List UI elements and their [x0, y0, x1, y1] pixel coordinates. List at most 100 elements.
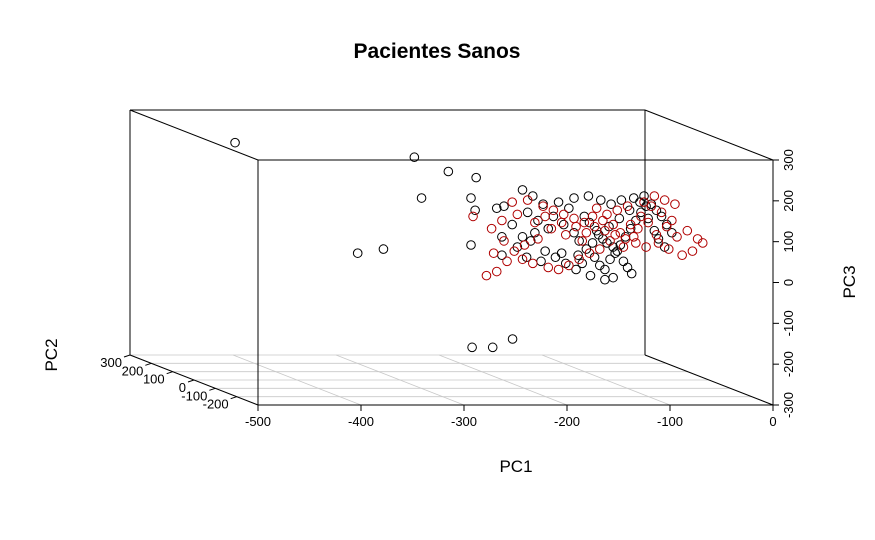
- data-point: [595, 195, 606, 205]
- data-point: [643, 213, 653, 224]
- data-point: [564, 260, 574, 271]
- chart-title: Pacientes Sanos: [354, 40, 521, 63]
- data-point: [600, 225, 610, 236]
- data-point: [488, 248, 499, 258]
- data-point: [512, 209, 523, 220]
- data-point: [497, 250, 507, 261]
- data-point: [653, 238, 664, 248]
- data-point: [499, 236, 509, 246]
- data-point: [481, 270, 492, 281]
- data-point: [581, 227, 592, 238]
- data-point: [468, 211, 478, 222]
- data-point: [687, 246, 698, 256]
- data-point: [579, 217, 590, 228]
- data-point: [585, 270, 596, 281]
- data-point: [466, 193, 476, 203]
- y-tick-label: 200: [122, 363, 144, 378]
- data-point: [622, 262, 633, 273]
- data-point: [574, 254, 584, 265]
- y-tick-label: -100: [181, 388, 207, 403]
- data-point: [533, 215, 543, 226]
- data-point: [497, 215, 507, 226]
- y-tick-label: 0: [179, 380, 186, 395]
- y-tick-label: -200: [203, 397, 229, 412]
- data-point: [641, 242, 651, 252]
- data-point: [670, 199, 680, 209]
- data-point: [507, 197, 518, 207]
- y-tick-mark: [230, 396, 237, 400]
- data-point: [610, 248, 621, 258]
- data-point: [499, 201, 509, 212]
- data-point: [543, 262, 554, 273]
- y-tick-mark: [145, 362, 152, 366]
- data-point: [522, 207, 533, 218]
- data-point: [639, 191, 649, 201]
- box-edge: [129, 109, 259, 161]
- data-point: [553, 264, 564, 275]
- data-point: [697, 238, 708, 248]
- data-point: [491, 203, 502, 214]
- data-point: [622, 201, 633, 212]
- data-point: [443, 166, 454, 177]
- data-point: [507, 219, 518, 230]
- data-point: [533, 234, 543, 244]
- x-tick-label: -500: [245, 414, 271, 429]
- data-point: [633, 223, 643, 234]
- data-point: [548, 205, 559, 216]
- data-point: [471, 172, 481, 183]
- data-point: [550, 252, 561, 263]
- data-point: [487, 342, 498, 353]
- z-tick-label: 200: [781, 190, 796, 212]
- data-point: [600, 274, 610, 285]
- data-point: [643, 217, 653, 228]
- data-point: [610, 229, 621, 240]
- data-point: [631, 238, 641, 248]
- data-point: [677, 250, 687, 261]
- y-axis-label: PC2: [42, 338, 61, 371]
- data-point: [519, 240, 530, 250]
- data-point: [608, 219, 618, 230]
- data-point: [672, 232, 682, 242]
- data-point: [625, 223, 636, 234]
- data-point: [569, 213, 579, 224]
- data-point: [615, 240, 626, 250]
- data-point: [649, 191, 660, 201]
- data-point: [574, 236, 584, 246]
- data-point: [573, 250, 583, 261]
- data-point: [618, 242, 629, 252]
- y-tick-label: 300: [100, 355, 122, 370]
- data-point: [646, 201, 657, 212]
- data-point: [540, 246, 550, 256]
- z-tick-label: 300: [781, 149, 796, 171]
- data-point: [663, 244, 674, 254]
- data-point: [466, 240, 476, 250]
- data-point: [558, 209, 569, 220]
- y-tick-mark: [187, 379, 195, 383]
- data-point: [564, 203, 574, 214]
- data-point: [416, 193, 427, 203]
- data-point: [598, 215, 608, 226]
- data-point: [378, 244, 389, 254]
- data-point: [571, 221, 581, 232]
- data-point: [600, 264, 610, 275]
- z-tick-label: 100: [781, 231, 796, 253]
- data-point: [656, 207, 667, 218]
- data-point: [546, 223, 557, 234]
- x-tick-label: 0: [769, 414, 776, 429]
- data-points: [230, 137, 708, 353]
- x-tick-label: -300: [451, 414, 477, 429]
- data-point: [538, 199, 548, 209]
- x-axis-label: PC1: [499, 457, 532, 476]
- data-point: [628, 232, 639, 242]
- data-point: [682, 225, 693, 236]
- data-point: [509, 246, 520, 256]
- y-tick-mark: [123, 354, 131, 358]
- data-point: [626, 268, 637, 279]
- data-point: [659, 195, 670, 205]
- data-point: [587, 211, 598, 222]
- data-point: [530, 217, 540, 228]
- axis-ticks: -500 -400 -300 -200 -100 0-200-1000100200300-…: [100, 149, 796, 429]
- data-point: [560, 258, 571, 269]
- data-point: [409, 152, 420, 163]
